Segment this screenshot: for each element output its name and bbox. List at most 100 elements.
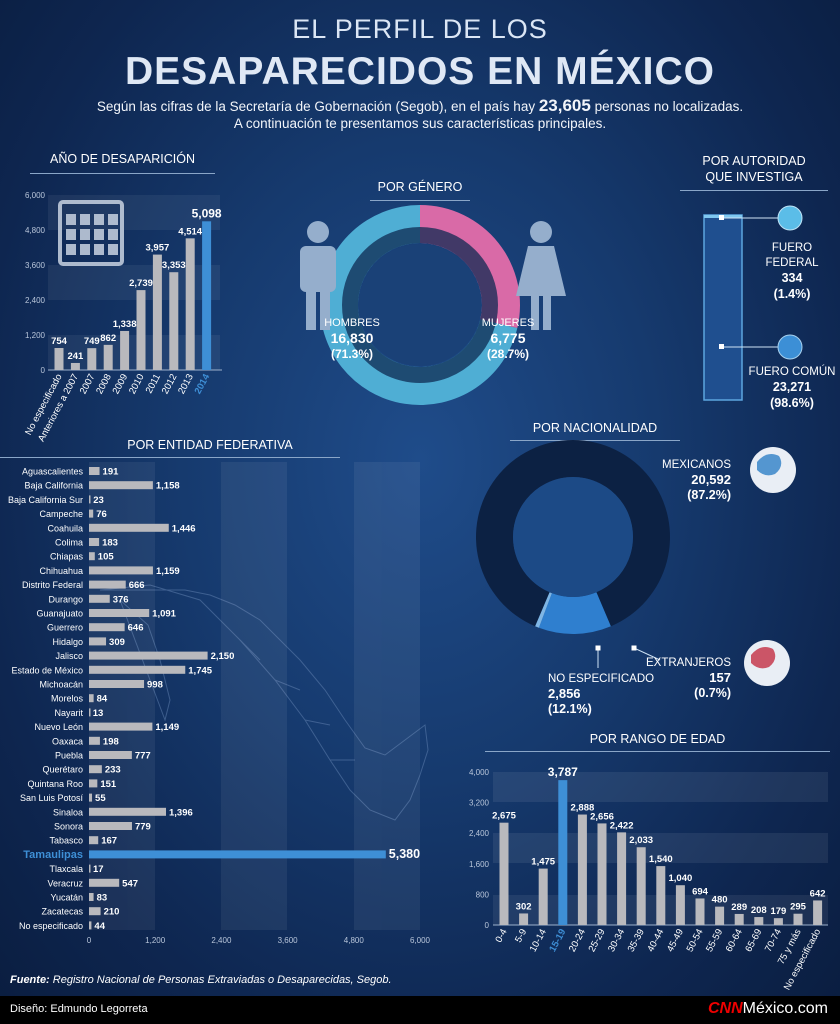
mexicanos-value: 20,592 <box>691 472 731 487</box>
age-bar <box>675 885 685 925</box>
age-ytick: 4,000 <box>469 768 490 777</box>
calendar-icon-cell <box>80 244 90 255</box>
section-line-gender <box>370 200 470 201</box>
year-value-label: 241 <box>67 351 84 362</box>
header-line1: EL PERFIL DE LOS <box>292 14 548 44</box>
calendar-icon-cell <box>80 214 90 225</box>
state-label: Querétaro <box>42 765 83 775</box>
state-value-label: 167 <box>101 836 117 847</box>
age-value-label: 2,888 <box>571 803 595 814</box>
hombres-value: 16,830 <box>331 330 374 346</box>
age-ytick: 3,200 <box>469 799 490 808</box>
age-value-label: 2,656 <box>590 811 614 822</box>
state-bar <box>89 751 132 759</box>
age-bar <box>558 780 568 925</box>
age-ytick: 2,400 <box>469 829 490 838</box>
man-icon-body <box>300 246 336 292</box>
age-value-label: 2,033 <box>629 835 653 846</box>
nationality-center <box>513 477 633 597</box>
comun-label: FUERO COMÚN <box>749 365 836 378</box>
section-title-gender: POR GÉNERO <box>377 180 463 194</box>
state-value-label: 183 <box>102 538 118 549</box>
state-bar <box>89 822 132 830</box>
hombres-percent: (71.3%) <box>331 347 373 361</box>
age-bar <box>813 900 823 925</box>
state-value-label: 55 <box>95 793 106 804</box>
state-value-label: 198 <box>103 736 119 747</box>
federal-percent: (1.4%) <box>774 287 811 301</box>
state-label: Michoacán <box>39 680 83 690</box>
chart-authority: FUERO FEDERAL 334 (1.4%) FUERO COMÚN 23,271 (9… <box>703 205 836 410</box>
state-bar <box>89 637 107 646</box>
state-xtick: 4,800 <box>344 936 365 945</box>
state-bar <box>89 793 93 802</box>
year-bar <box>185 238 195 370</box>
state-value-label: 84 <box>97 694 108 705</box>
state-label: Baja California Sur <box>8 495 83 505</box>
state-value-label: 105 <box>98 552 115 563</box>
source-note: Fuente: Registro Nacional de Personas Ex… <box>10 974 392 986</box>
year-bar <box>152 254 162 370</box>
nationality-slice-extranjeros <box>535 592 552 628</box>
state-value-label: 5,380 <box>389 847 420 861</box>
year-value-label: 3,353 <box>162 260 186 271</box>
authority-marker <box>719 344 724 349</box>
authority-marker <box>719 215 724 220</box>
year-value-label: 754 <box>51 336 68 347</box>
state-xtick: 2,400 <box>211 936 232 945</box>
age-category-label: 5-9 <box>513 927 529 944</box>
state-label: Chihuahua <box>39 566 83 576</box>
mujeres-value: 6,775 <box>490 330 525 346</box>
man-icon-head <box>307 221 329 243</box>
age-category-label: 65-69 <box>743 927 764 954</box>
year-ytick: 0 <box>41 366 46 375</box>
age-bar <box>715 906 725 925</box>
state-label: Tabasco <box>49 836 83 846</box>
state-bar <box>89 736 100 745</box>
calendar-icon-cell <box>94 244 104 255</box>
no-especificado-percent: (12.1%) <box>548 702 592 716</box>
brand-logo-cnn: CNN <box>707 1000 743 1017</box>
state-label: Tlaxcala <box>49 864 83 874</box>
state-value-label: 309 <box>109 637 125 648</box>
age-value-label: 2,422 <box>610 820 634 831</box>
mexicanos-label: MEXICANOS <box>662 459 731 471</box>
state-label: Hidalgo <box>52 637 83 647</box>
extranjeros-label: EXTRANJEROS <box>646 657 731 669</box>
age-value-label: 642 <box>810 888 826 899</box>
state-bar <box>89 708 91 717</box>
calendar-icon-cell <box>108 214 118 225</box>
chart-state: Aguascalientes 191 Baja California 1,158 Baj… <box>8 467 431 946</box>
state-label: Sonora <box>54 822 83 832</box>
year-category-label: 2008 <box>94 372 114 396</box>
federal-value: 334 <box>782 271 803 285</box>
state-label: Morelos <box>51 694 84 704</box>
federal-label: FEDERAL <box>765 257 819 269</box>
man-icon-leg <box>320 288 330 330</box>
age-ytick: 800 <box>476 890 490 899</box>
state-bar <box>89 807 167 816</box>
state-value-label: 191 <box>103 467 120 478</box>
calendar-icon-cell <box>66 244 76 255</box>
state-value-label: 1,158 <box>156 481 180 492</box>
authority-title-2: QUE INVESTIGA <box>705 170 803 184</box>
year-category-label: 2013 <box>176 372 196 396</box>
mexico-map-outline <box>99 584 429 821</box>
section-line-nationality <box>510 440 680 441</box>
year-value-label: 2,739 <box>129 278 153 289</box>
year-bar <box>136 290 146 370</box>
year-value-label: 4,514 <box>178 226 202 237</box>
year-bar <box>54 348 64 370</box>
calendar-icon-cell <box>66 214 76 225</box>
year-category-label: 2010 <box>127 372 147 396</box>
age-value-label: 302 <box>516 901 532 912</box>
age-bar <box>734 913 744 925</box>
state-label: Distrito Federal <box>22 580 83 590</box>
section-line-authority <box>680 190 828 191</box>
brand-logo-text: México.com <box>742 1000 828 1017</box>
year-value-label: 5,098 <box>192 206 222 220</box>
section-line-state <box>0 457 340 458</box>
woman-icon-leg <box>543 294 551 330</box>
